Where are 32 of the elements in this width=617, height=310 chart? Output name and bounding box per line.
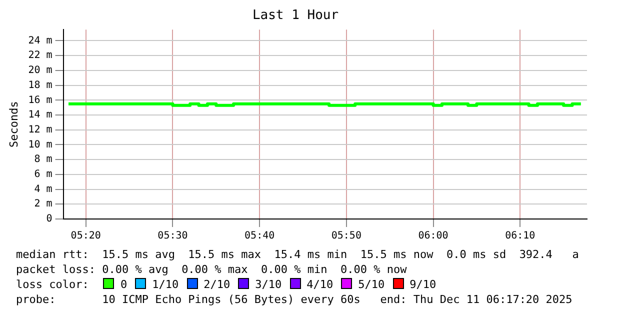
y-tick-label: 20 m — [28, 65, 52, 76]
y-tick-label: 22 m — [28, 50, 52, 62]
x-tick-label: 06:10 — [505, 230, 536, 242]
x-tick-label: 05:30 — [158, 230, 188, 242]
text: packet loss: 0.00 % avg 0.00 % max 0.00 % min 0.00 % now — [16, 262, 408, 277]
y-tick-label: 12 m — [28, 124, 52, 136]
text: 0 — [120, 278, 128, 291]
chart-title: Last 1 Hour — [252, 8, 339, 24]
text: 9/10 — [410, 278, 436, 291]
y-tick-label: 18 m — [28, 80, 52, 91]
y-tick-label: 24 m — [28, 35, 52, 46]
y-tick-label: 6 m — [34, 169, 52, 180]
text: 5/10 — [358, 278, 385, 291]
y-tick-label: 10 m — [28, 139, 52, 150]
text: 4/10 — [306, 278, 334, 291]
y-tick-label: 0 — [46, 214, 52, 225]
x-tick-label: 05:50 — [331, 230, 362, 242]
x-tick-label: 06:00 — [418, 230, 448, 242]
x-tick-label: 05:40 — [244, 230, 275, 242]
text: loss color: — [16, 278, 90, 291]
text: median rtt: 15.5 ms avg 15.5 ms max 15.4 ms min 15.5 ms now 0.0 ms sd 392.4 a — [16, 247, 579, 262]
x-tick-label: 05:20 — [70, 230, 101, 242]
y-axis-title: Seconds — [7, 101, 20, 148]
text: probe: 10 ICMP Echo Pings (56 Bytes) every 60s end: Thu Dec 11 06:17:20 2025 — [16, 292, 574, 307]
y-tick-label: 8 m — [34, 154, 52, 166]
text: 3/10 — [255, 278, 282, 291]
y-tick-label: 16 m — [28, 94, 52, 106]
text: 1/10 — [152, 278, 179, 291]
y-tick-label: 14 m — [28, 110, 52, 121]
y-tick-label: 4 m — [34, 184, 52, 195]
text: 2/10 — [204, 278, 230, 291]
y-tick-label: 2 m — [34, 198, 52, 210]
